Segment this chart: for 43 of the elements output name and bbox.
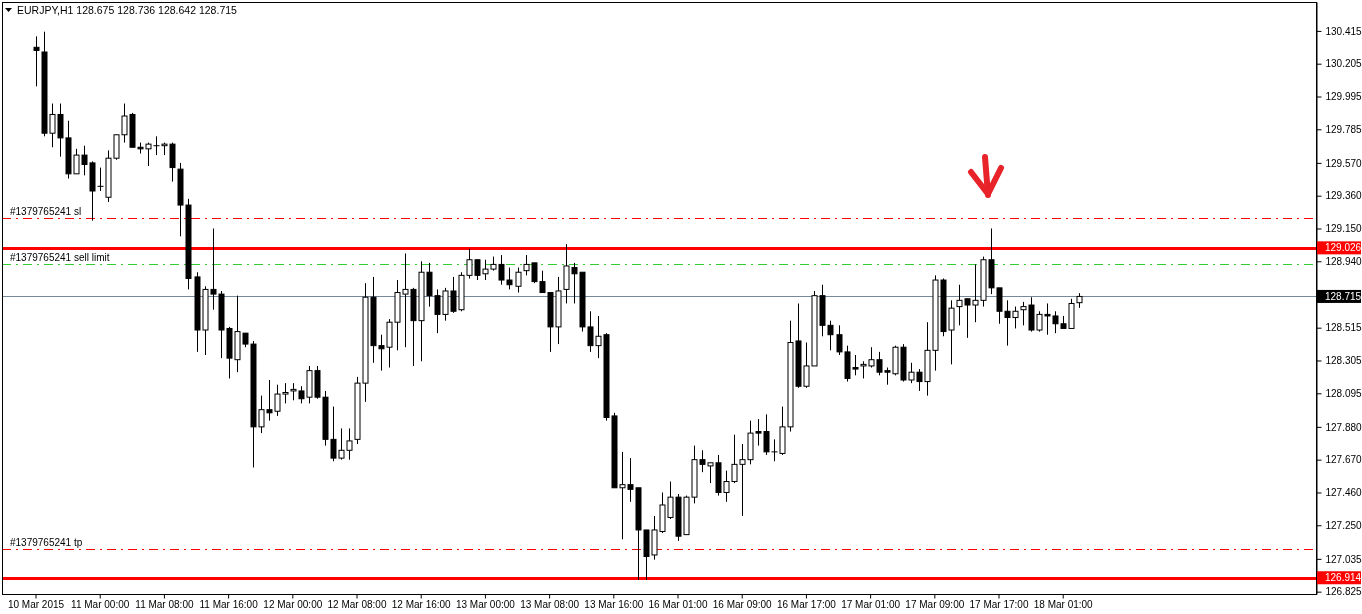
- x-tick-label: 13 Mar 00:00: [455, 598, 516, 610]
- ref-line-label: 128.715: [1325, 290, 1362, 302]
- x-tick-label: 17 Mar 17:00: [969, 598, 1029, 610]
- x-tick-label: 17 Mar 09:00: [905, 598, 965, 610]
- ref-line-label: #1379765241 sl: [10, 205, 82, 217]
- x-tick-label: 11 Mar 00:00: [71, 598, 130, 610]
- candlestick: [515, 267, 522, 294]
- x-tick-label: 12 Mar 08:00: [327, 598, 387, 610]
- x-tick-label: 13 Mar 08:00: [520, 598, 580, 610]
- y-tick-label: 126.825: [1325, 586, 1362, 598]
- y-tick-label: 127.460: [1325, 487, 1362, 499]
- x-tick-label: 11 Mar 16:00: [199, 598, 259, 610]
- y-tick-label: 129.995: [1325, 91, 1362, 103]
- y-tick-label: 127.250: [1325, 519, 1362, 531]
- y-tick-label: 128.095: [1325, 387, 1362, 399]
- y-tick-label: 130.415: [1325, 25, 1362, 37]
- y-tick-label: 129.150: [1325, 223, 1362, 235]
- candlestick: [33, 35, 40, 87]
- y-tick-label: 129.785: [1325, 124, 1362, 135]
- x-tick-label: 16 Mar 01:00: [648, 598, 708, 610]
- ref-line-label: 129.026: [1325, 242, 1362, 254]
- y-tick-label: 128.940: [1325, 255, 1362, 267]
- y-tick-label: 127.035: [1325, 553, 1362, 565]
- ref-line-label: #1379765241 tp: [10, 536, 83, 548]
- y-tick-label: 130.205: [1325, 58, 1362, 70]
- x-tick-label: 17 Mar 01:00: [841, 598, 901, 610]
- x-tick-label: 10 Mar 2015: [7, 598, 65, 610]
- x-tick-label: 11 Mar 08:00: [135, 598, 194, 610]
- chart-title: EURJPY,H1 128.675 128.736 128.642 128.715: [17, 4, 238, 16]
- x-tick-label: 16 Mar 09:00: [712, 598, 773, 610]
- y-tick-label: 129.570: [1325, 157, 1362, 169]
- x-tick-label: 12 Mar 16:00: [391, 598, 452, 610]
- x-tick-label: 12 Mar 00:00: [263, 598, 323, 610]
- y-tick-label: 128.515: [1325, 322, 1362, 334]
- x-tick-label: 18 Mar 01:00: [1033, 598, 1094, 610]
- y-tick-label: 128.305: [1325, 355, 1362, 367]
- y-tick-label: 127.880: [1325, 421, 1362, 433]
- x-tick-label: 16 Mar 17:00: [776, 598, 837, 610]
- y-tick-label: 129.360: [1325, 190, 1362, 202]
- ref-line-label: 126.914: [1325, 571, 1362, 583]
- ref-line-label: #1379765241 sell limit: [10, 252, 110, 264]
- y-tick-label: 127.670: [1325, 454, 1362, 466]
- x-tick-label: 13 Mar 16:00: [584, 598, 644, 610]
